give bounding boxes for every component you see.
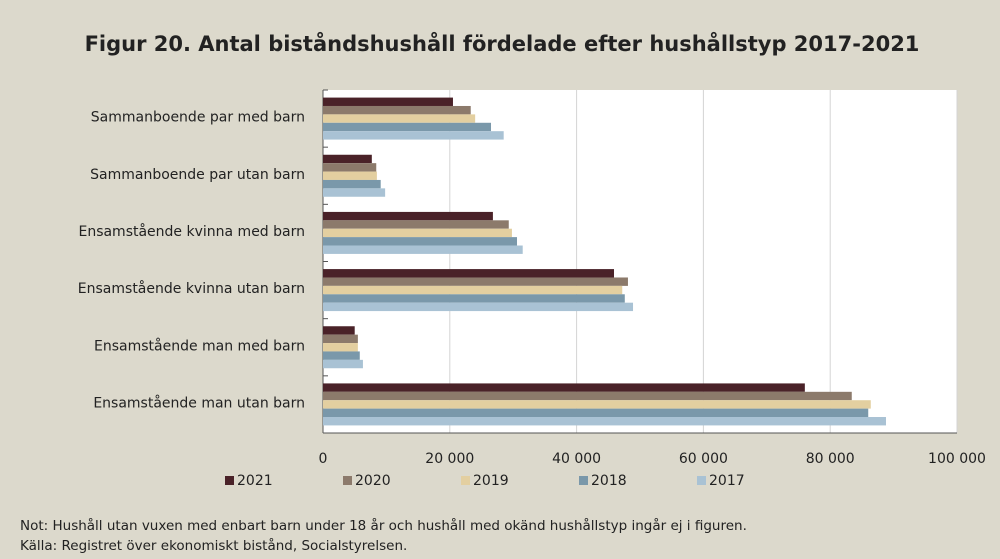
bar [323, 408, 869, 418]
bar [323, 179, 381, 189]
bar [323, 334, 358, 344]
legend-swatch [461, 476, 470, 485]
bar [323, 391, 852, 401]
bar [323, 277, 628, 286]
x-tick-label: 0 [319, 451, 328, 467]
bar [323, 114, 476, 123]
plot-area [323, 90, 957, 433]
y-tick-label: Sammanboende par med barn [91, 110, 305, 126]
legend-label: 2021 [237, 473, 273, 489]
bar [323, 211, 493, 221]
bar [323, 269, 615, 278]
x-tick-label: 60 000 [679, 451, 728, 467]
chart-title: Figur 20. Antal biståndshushåll fördelad… [85, 31, 920, 56]
legend-label: 2020 [355, 473, 391, 489]
legend-swatch [579, 476, 588, 485]
source: Källa: Registret över ekonomiskt bistånd… [20, 537, 407, 554]
x-tick-label: 20 000 [425, 451, 474, 467]
bar [323, 122, 492, 132]
x-tick-label: 100 000 [928, 451, 986, 467]
bar [323, 383, 805, 392]
bar [323, 417, 886, 426]
bar [323, 105, 471, 115]
y-tick-label: Ensamstående man utan barn [93, 394, 305, 411]
legend-swatch [697, 476, 706, 485]
bar [323, 97, 453, 106]
y-tick-label: Ensamstående man med barn [94, 337, 305, 354]
bar [323, 326, 355, 335]
y-tick-label: Ensamstående kvinna utan barn [78, 280, 305, 297]
bar [323, 302, 634, 312]
bar [323, 131, 504, 140]
x-tick-label: 40 000 [552, 451, 601, 467]
bar [323, 171, 377, 180]
legend-swatch [225, 476, 234, 485]
note: Not: Hushåll utan vuxen med enbart barn … [20, 517, 747, 534]
bar [323, 220, 509, 229]
bar [323, 245, 523, 254]
bar [323, 163, 377, 172]
bar [323, 359, 363, 369]
bar [323, 400, 871, 409]
bar [323, 228, 512, 238]
legend-swatch [343, 476, 352, 485]
y-tick-label: Ensamstående kvinna med barn [78, 223, 305, 240]
bar [323, 237, 518, 246]
bar [323, 294, 625, 303]
legend-label: 2017 [709, 473, 745, 489]
bar [323, 351, 360, 360]
x-tick-label: 80 000 [806, 451, 855, 467]
bar [323, 188, 386, 197]
legend-label: 2018 [591, 473, 627, 489]
bar [323, 154, 372, 164]
bar [323, 343, 358, 352]
legend-label: 2019 [473, 473, 509, 489]
bar [323, 285, 623, 295]
y-tick-label: Sammanboende par utan barn [90, 167, 305, 183]
